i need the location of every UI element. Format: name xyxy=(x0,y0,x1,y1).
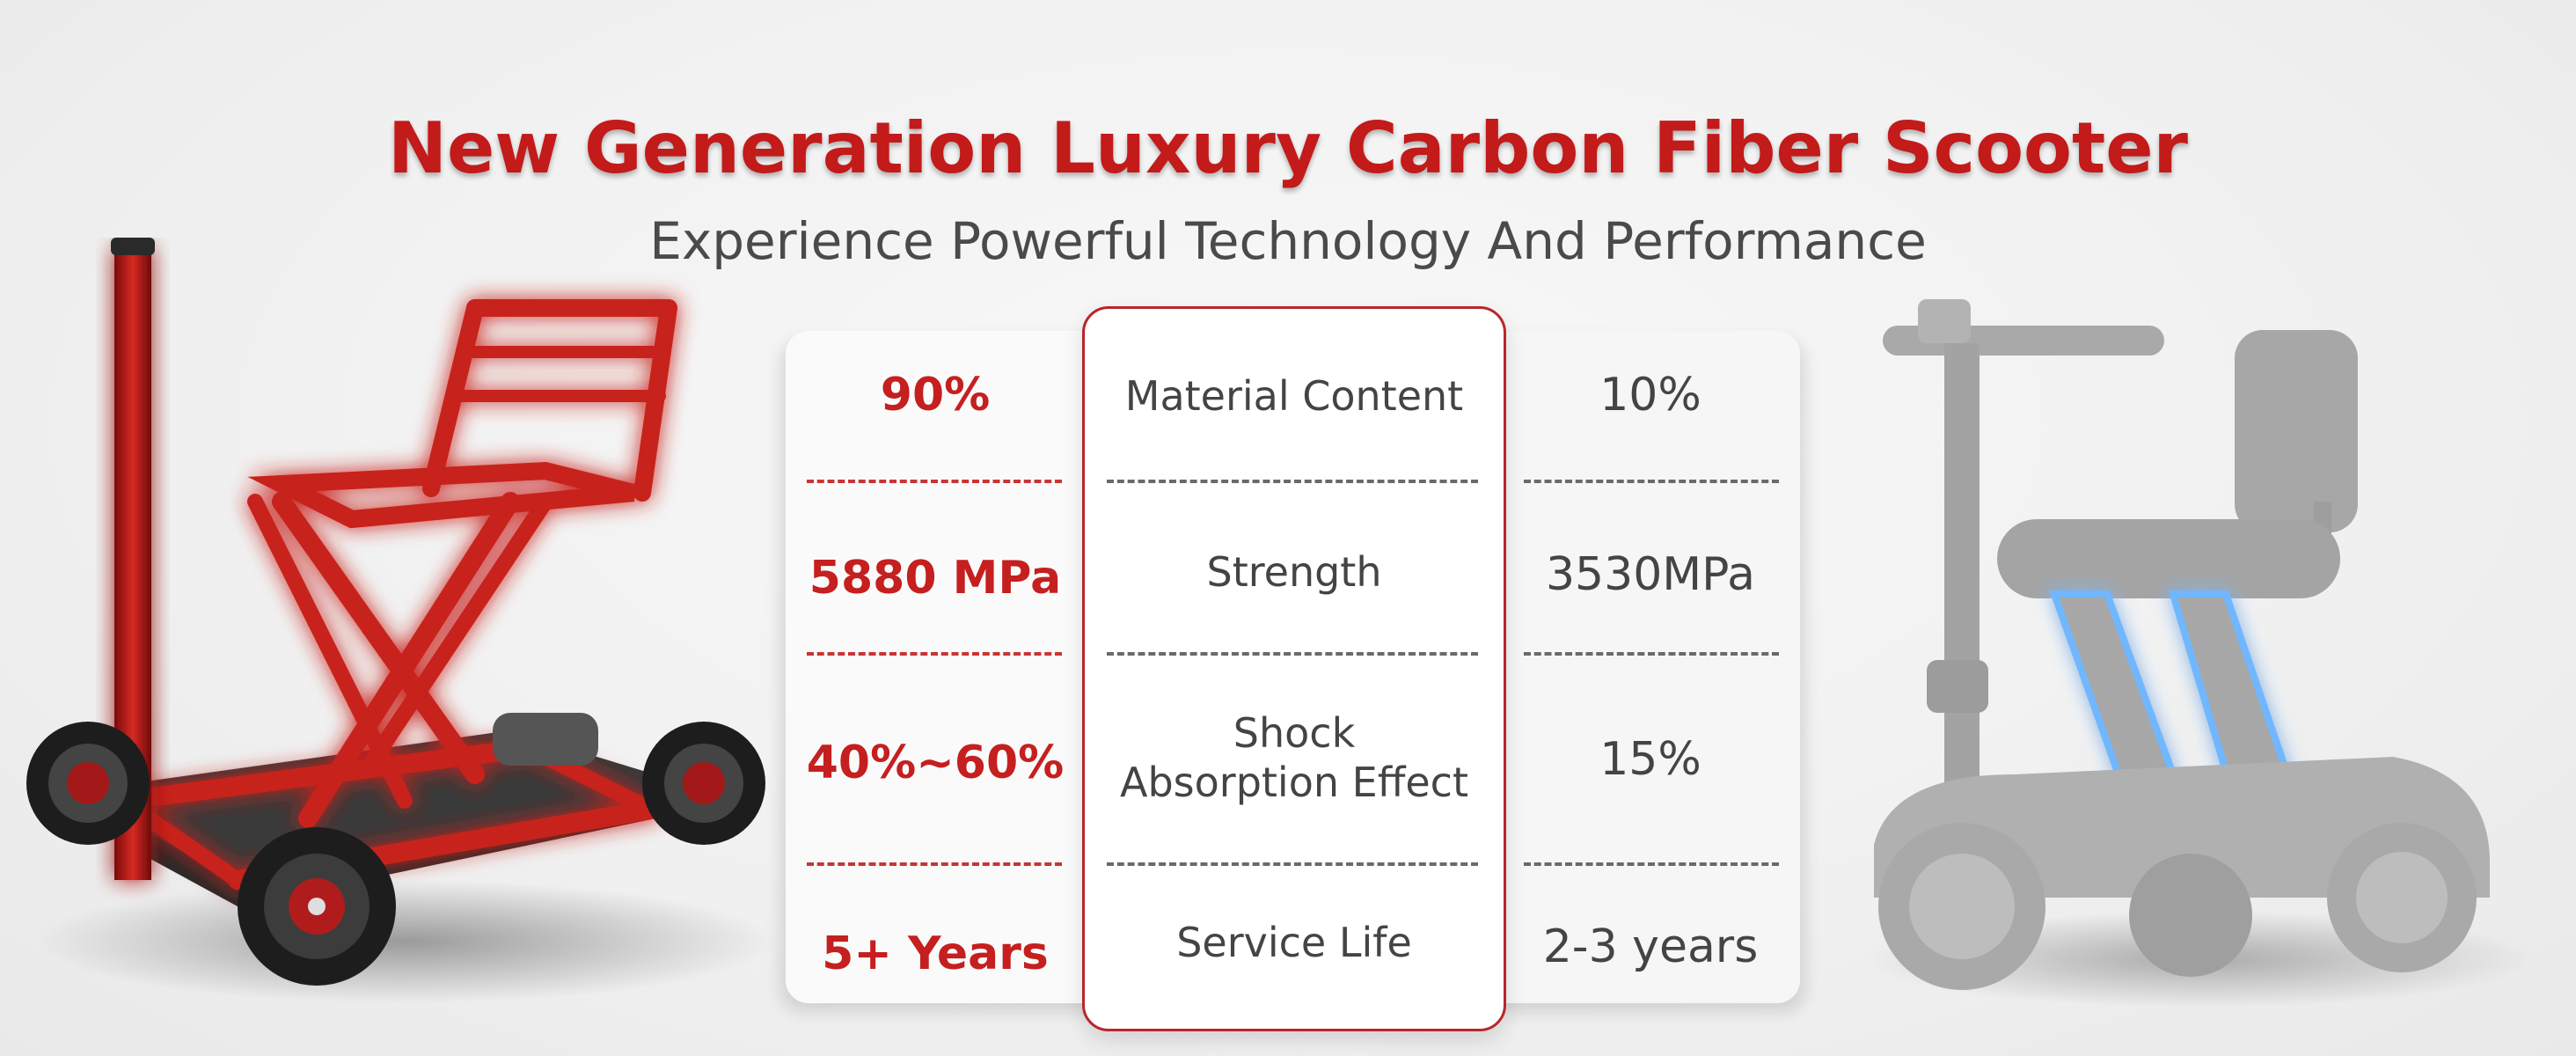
other-service-life-value: 2-3 years xyxy=(1542,920,1759,974)
row-divider xyxy=(1107,480,1478,483)
other-material-content-value: 10% xyxy=(1599,369,1701,422)
row-divider xyxy=(1107,652,1478,656)
carbon-strength-value: 5880 MPa xyxy=(809,552,1062,605)
row-divider xyxy=(1524,862,1779,866)
page-title: New Generation Luxury Carbon Fiber Scoot… xyxy=(388,107,2188,189)
row-divider xyxy=(807,652,1062,656)
material-content-label: Material Content xyxy=(1124,371,1464,420)
service-life-label: Service Life xyxy=(1176,918,1412,966)
row-divider xyxy=(1524,480,1779,483)
carbon-scooter-image xyxy=(26,238,774,1003)
row-divider xyxy=(807,480,1062,483)
row-divider xyxy=(807,862,1062,866)
row-divider xyxy=(1524,652,1779,656)
other-material-column xyxy=(1487,331,1800,1003)
carbon-material-content-value: 90% xyxy=(880,369,991,422)
page-subtitle: Experience Powerful Technology And Perfo… xyxy=(649,211,1927,271)
carbon-service-life-value: 5+ Years xyxy=(822,928,1049,981)
carbon-shock-absorption-value: 40%~60% xyxy=(806,737,1065,790)
shock-absorption-label: Shock Absorption Effect xyxy=(1120,708,1469,806)
other-strength-value: 3530MPa xyxy=(1545,548,1756,602)
other-shock-absorption-value: 15% xyxy=(1599,733,1701,787)
metric-column xyxy=(1082,306,1506,1031)
carbon-fiber-column xyxy=(786,331,1138,1003)
strength-label: Strength xyxy=(1206,547,1382,596)
gray-scooter-image xyxy=(1865,299,2534,1008)
row-divider xyxy=(1107,862,1478,866)
